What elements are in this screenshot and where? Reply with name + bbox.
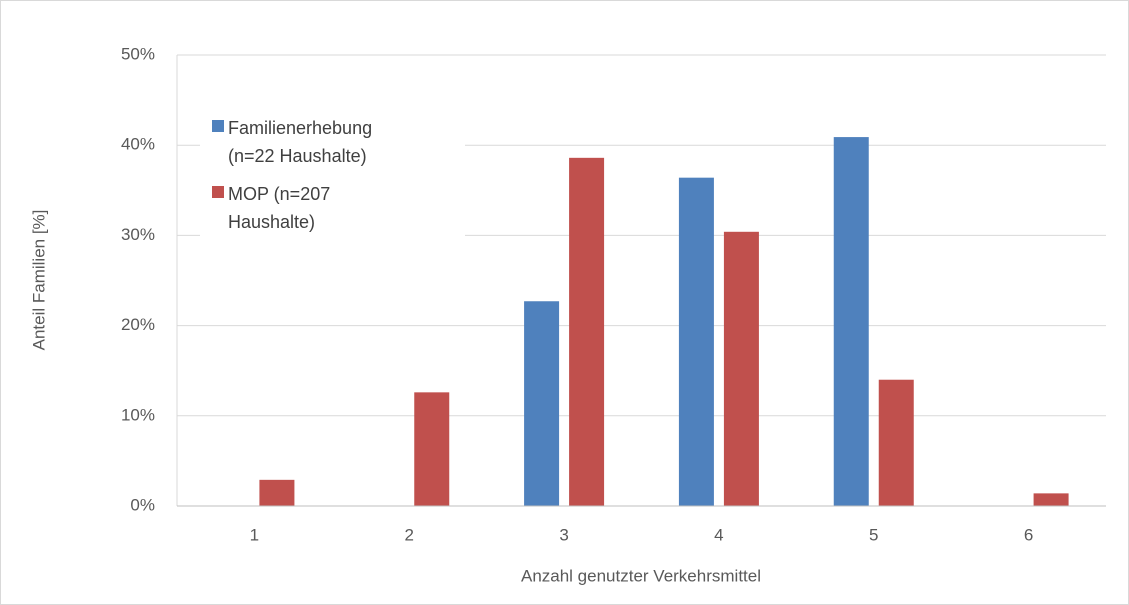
legend-swatch: [212, 186, 224, 198]
x-tick-label: 2: [405, 525, 414, 544]
bar: [259, 479, 295, 506]
y-axis-title: Anteil Familien [%]: [29, 210, 48, 351]
bar: [414, 392, 450, 506]
x-axis-title: Anzahl genutzter Verkehrsmittel: [521, 566, 761, 585]
legend-label: Familienerhebung (n=22 Haushalte): [228, 118, 373, 166]
y-tick-label: 40%: [121, 135, 155, 154]
x-tick-label: 5: [869, 525, 878, 544]
bar: [569, 157, 605, 506]
legend-label: MOP (n=207 Haushalte): [228, 184, 331, 232]
bar: [1033, 493, 1069, 506]
y-tick-label: 20%: [121, 315, 155, 334]
x-tick-label: 1: [250, 525, 259, 544]
y-tick-label: 50%: [121, 44, 155, 63]
legend-swatch: [212, 120, 224, 132]
bar: [723, 231, 759, 507]
bar: [878, 379, 914, 506]
bar: [833, 137, 869, 506]
x-tick-label: 3: [559, 525, 568, 544]
y-tick-label: 10%: [121, 405, 155, 424]
bar: [524, 301, 560, 506]
y-tick-label: 0%: [130, 495, 155, 514]
x-tick-label: 6: [1024, 525, 1033, 544]
y-tick-label: 30%: [121, 225, 155, 244]
legend: Familienerhebung (n=22 Haushalte) MOP (n=…: [200, 108, 465, 254]
x-tick-label: 4: [714, 525, 723, 544]
bar: [678, 177, 714, 506]
legend-item: Familienerhebung (n=22 Haushalte): [212, 114, 465, 170]
legend-item: MOP (n=207 Haushalte): [212, 180, 465, 236]
